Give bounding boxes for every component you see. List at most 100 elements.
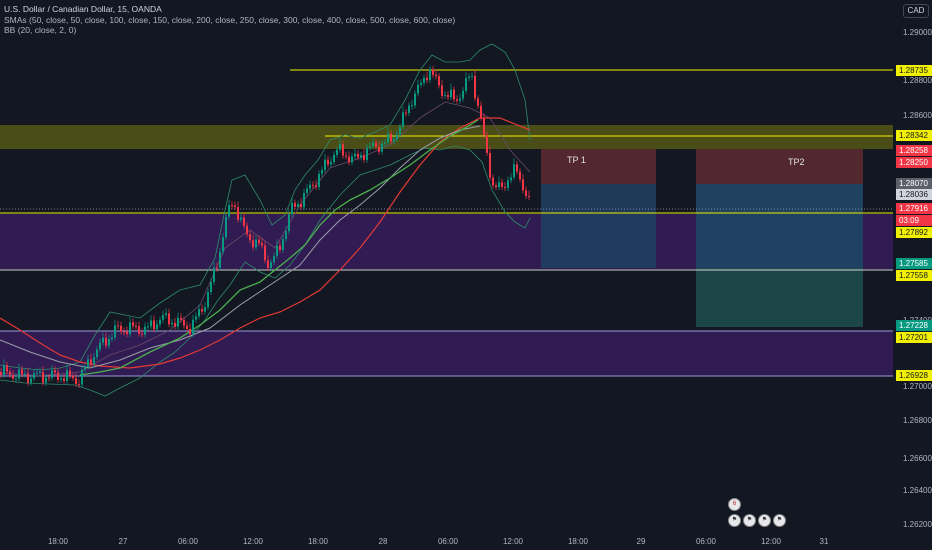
bb-lower-band <box>0 145 531 397</box>
candle-body <box>282 239 284 250</box>
candle-body <box>171 322 173 325</box>
candle-body <box>102 337 104 343</box>
candle-body <box>48 377 50 379</box>
candle-body <box>270 262 272 269</box>
price-axis-label: 1.28800 <box>903 76 932 85</box>
price-axis-label: 1.26600 <box>903 454 932 463</box>
candle-body <box>339 144 341 150</box>
flag-emoji-icon[interactable]: ⚑ <box>758 514 771 527</box>
candle-body <box>201 308 203 312</box>
price-axis-label: 1.26800 <box>903 416 932 425</box>
candle-body <box>81 369 83 385</box>
tp1-target-box <box>541 184 656 268</box>
fire-emoji-icon[interactable]: 6 <box>728 498 741 511</box>
candle-body <box>105 337 107 346</box>
candle-body <box>381 143 383 152</box>
candle-body <box>87 359 89 367</box>
price-axis-label: 1.27000 <box>903 382 932 391</box>
price-axis-label: 1.28600 <box>903 111 932 120</box>
candle-body <box>144 326 146 335</box>
bb-basis <box>0 101 531 377</box>
candle-body <box>462 90 464 99</box>
price-tag: 1.26928 <box>896 370 932 381</box>
candle-body <box>450 89 452 98</box>
candle-body <box>453 89 455 100</box>
candle-body <box>357 153 359 158</box>
candle-body <box>84 366 86 370</box>
candle-body <box>273 256 275 263</box>
candle-body <box>408 105 410 114</box>
candle-body <box>486 135 488 153</box>
candle-body <box>336 149 338 155</box>
candle-body <box>54 370 56 373</box>
flag-emoji-icon[interactable]: ⚑ <box>773 514 786 527</box>
candle-body <box>18 369 20 379</box>
flag-emoji-icon[interactable]: ⚑ <box>743 514 756 527</box>
candle-body <box>168 313 170 325</box>
candle-body <box>195 316 197 320</box>
candle-body <box>45 377 47 383</box>
candle-body <box>435 74 437 77</box>
time-axis-label: 06:00 <box>695 537 717 546</box>
candle-body <box>498 182 500 188</box>
price-tag: 03:09 <box>896 215 932 226</box>
candle-body <box>189 328 191 335</box>
candle-body <box>465 78 467 91</box>
candle-body <box>444 94 446 96</box>
candle-body <box>417 84 419 94</box>
candle-body <box>483 117 485 136</box>
candle-body <box>177 317 179 327</box>
candle-body <box>261 243 263 246</box>
candle-body <box>480 105 482 118</box>
candle-body <box>249 234 251 241</box>
candle-body <box>345 155 347 157</box>
symbol-title[interactable]: U.S. Dollar / Canadian Dollar, 15, OANDA <box>4 4 162 14</box>
candle-body <box>6 365 8 372</box>
candle-body <box>225 216 227 238</box>
candle-body <box>252 240 254 248</box>
candle-body <box>120 325 122 332</box>
candle-body <box>111 337 113 339</box>
candle-body <box>135 325 137 327</box>
candle-body <box>492 177 494 186</box>
currency-badge[interactable]: CAD <box>903 4 929 18</box>
candle-body <box>402 112 404 127</box>
candle-body <box>237 207 239 220</box>
candle-body <box>39 371 41 373</box>
tp2-target-box-upper <box>696 184 863 268</box>
candle-body <box>471 75 473 77</box>
flag-emoji-icon[interactable]: ⚑ <box>728 514 741 527</box>
candle-body <box>309 184 311 189</box>
price-tag: 1.28250 <box>896 157 932 168</box>
candle-body <box>186 325 188 329</box>
candle-body <box>456 99 458 101</box>
candle-body <box>30 378 32 383</box>
reactions-row: ⚑ ⚑ ⚑ ⚑ <box>728 514 786 528</box>
candle-body <box>285 231 287 240</box>
candle-body <box>348 156 350 163</box>
candle-body <box>390 133 392 142</box>
candle-body <box>99 342 101 350</box>
candle-body <box>378 146 380 152</box>
sma-indicator-label[interactable]: SMAs (50, close, 50, close, 100, close, … <box>4 14 456 25</box>
price-tag: 1.28070 <box>896 178 932 189</box>
candle-body <box>216 267 218 269</box>
candle-body <box>141 333 143 335</box>
price-tag: 1.27585 <box>896 258 932 269</box>
tp2-label[interactable]: TP2 <box>788 157 805 167</box>
bb-indicator-label[interactable]: BB (20, close, 2, 0) <box>4 25 77 35</box>
candle-body <box>132 322 134 326</box>
candle-body <box>321 169 323 174</box>
candle-body <box>60 378 62 380</box>
candle-body <box>162 315 164 320</box>
tp1-label[interactable]: TP 1 <box>567 155 586 165</box>
candle-body <box>90 359 92 365</box>
tp1-stop-box <box>541 149 656 184</box>
candle-body <box>219 251 221 268</box>
candle-body <box>57 372 59 380</box>
candle-body <box>156 324 158 330</box>
candle-body <box>267 260 269 269</box>
chart-legend: U.S. Dollar / Canadian Dollar, 15, OANDA… <box>4 4 455 36</box>
candle-body <box>306 188 308 193</box>
